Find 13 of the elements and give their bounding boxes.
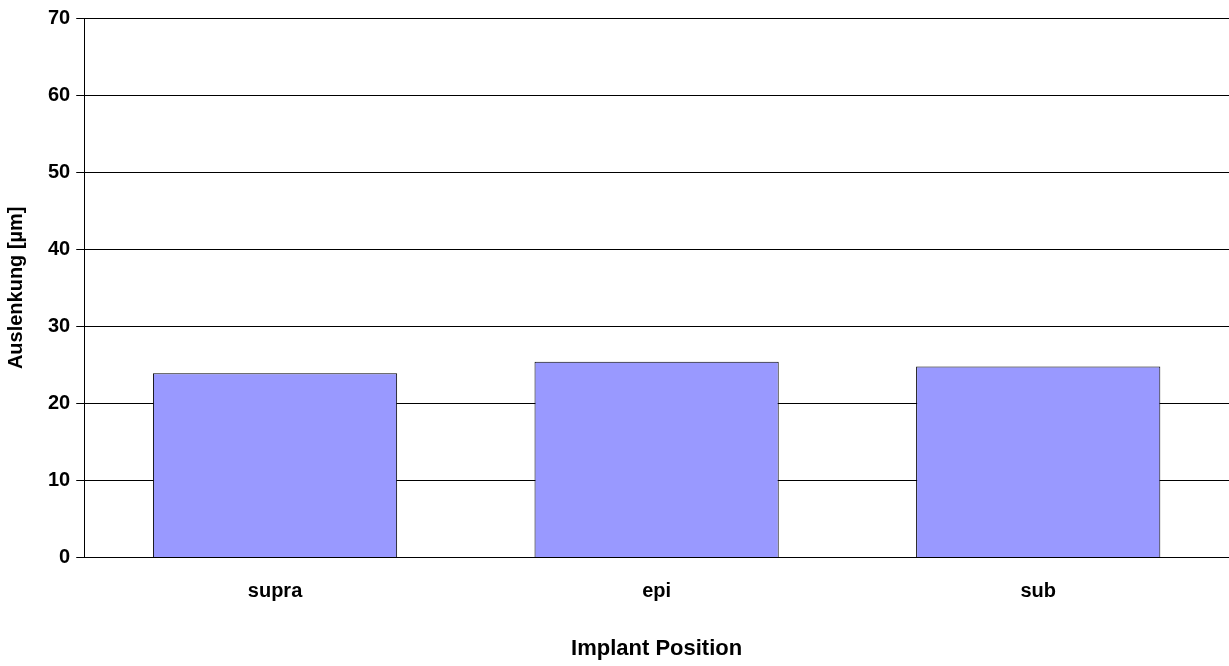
y-axis-title: Auslenkung [µm] [3,206,26,370]
x-axis-title: Implant Position [571,634,743,660]
y-tick-label: 50 [48,159,71,182]
y-tick-label: 20 [48,390,71,413]
x-tick-label: sub [1020,579,1056,602]
y-tick-label: 40 [48,236,71,259]
y-tick-label: 60 [48,82,71,105]
x-tick-label: supra [247,579,304,602]
x-tick-label: epi [642,579,672,602]
y-tick-label: 30 [48,313,71,336]
y-tick-label: 0 [59,545,71,568]
y-tick-label: 70 [48,5,71,28]
y-tick-label: 10 [48,468,71,491]
